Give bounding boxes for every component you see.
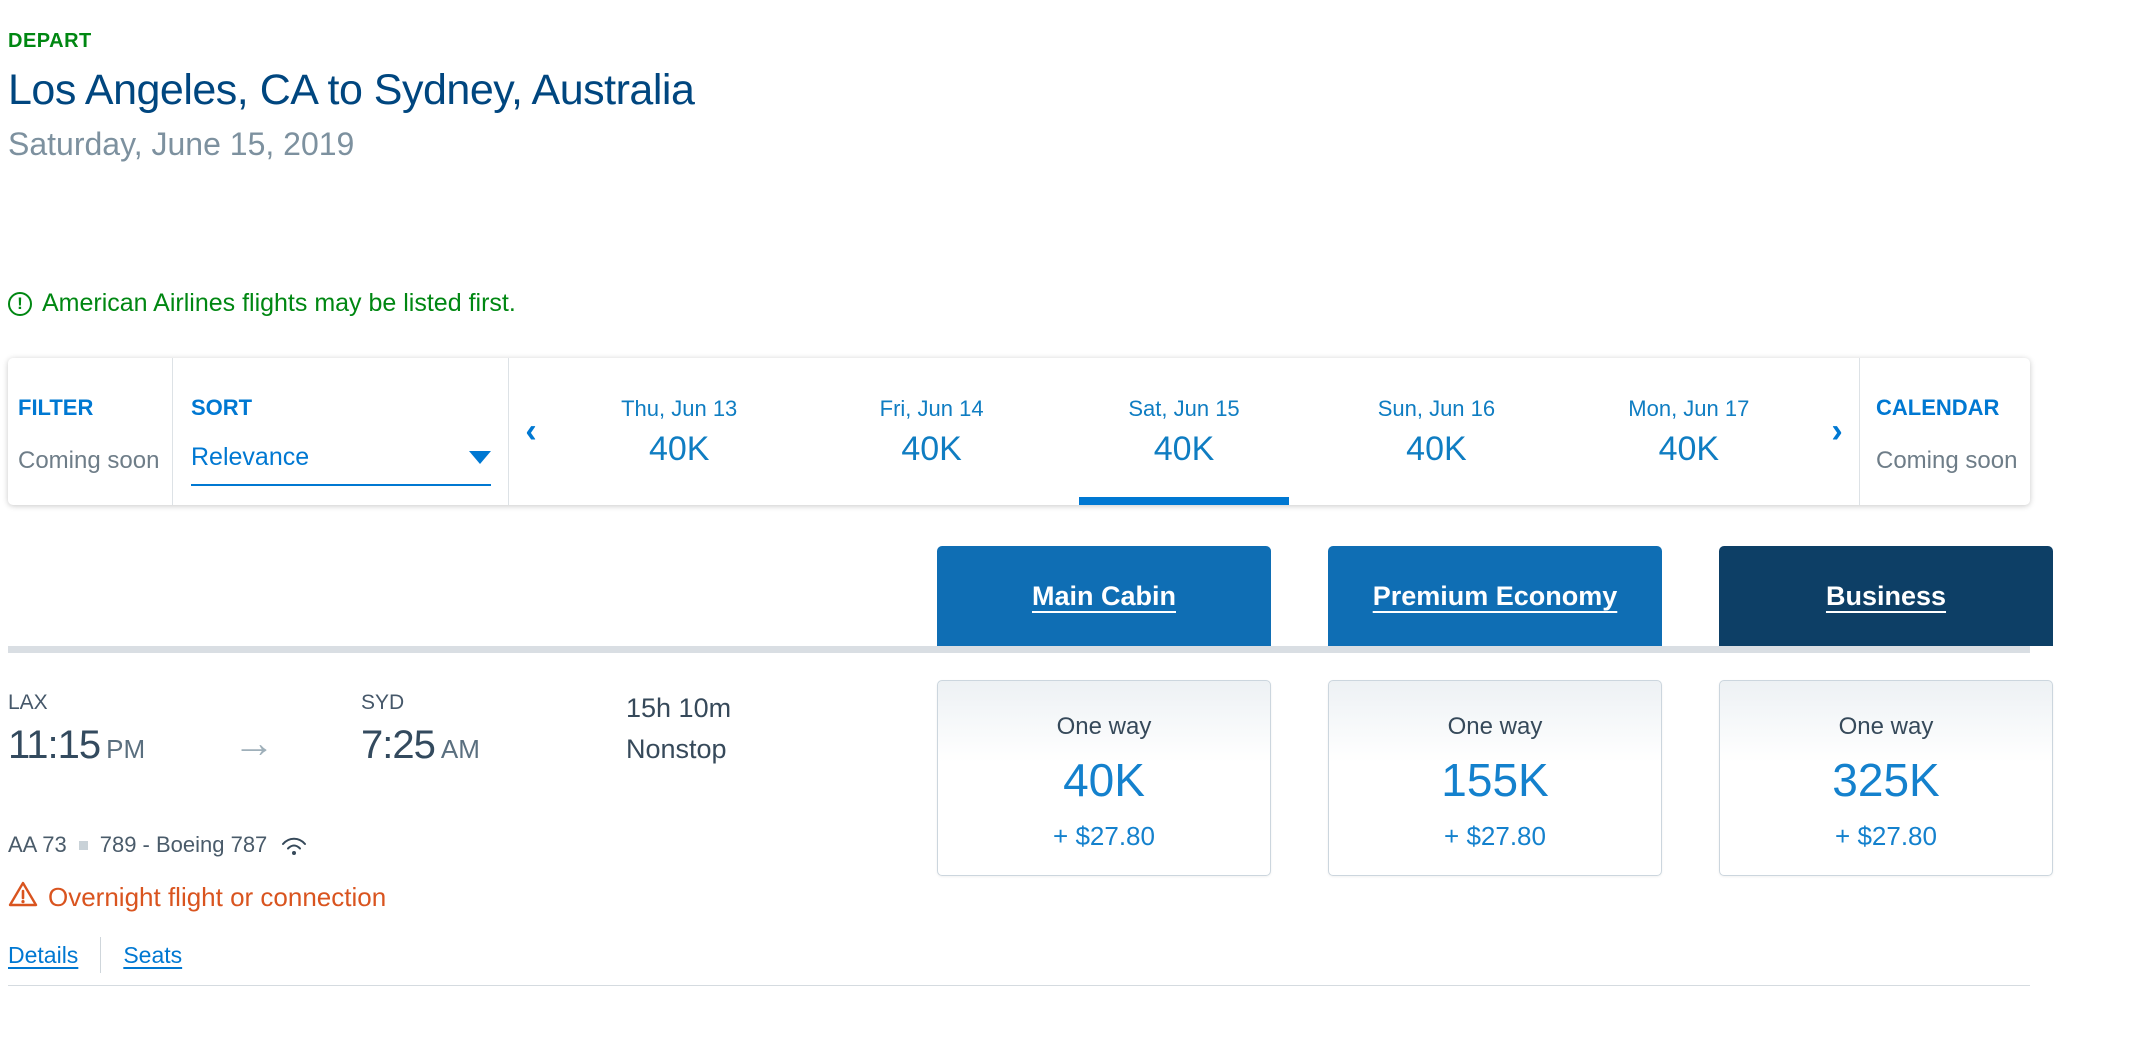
- main-cabin-fare-cell: One way 40K + $27.80: [937, 653, 1271, 973]
- calendar-section: CALENDAR Coming soon: [1860, 358, 2030, 505]
- chevron-left-icon: ‹: [525, 412, 537, 450]
- equipment-line: AA 73 789 - Boeing 787: [8, 832, 880, 858]
- destination-airport-code: SYD: [361, 691, 405, 714]
- toolbar-divider: [172, 358, 173, 505]
- separator-square-icon: [78, 840, 88, 850]
- flight-duration: 15h 10m: [626, 693, 732, 723]
- departure-meridiem: PM: [106, 734, 146, 764]
- selected-date-indicator: [1079, 497, 1290, 505]
- details-link[interactable]: Details: [8, 941, 79, 968]
- business-label: Business: [1825, 580, 1947, 611]
- toolbar-divider: [1859, 358, 1860, 505]
- cabin-header-row: Main Cabin Premium Economy Business: [8, 546, 2053, 653]
- fare-taxes: + $27.80: [1835, 821, 1937, 851]
- depart-section-label: DEPART: [8, 30, 92, 52]
- premium-economy-fare-cell: One way 155K + $27.80: [1328, 653, 1662, 973]
- calendar-label: CALENDAR: [1876, 395, 2000, 420]
- business-column-button[interactable]: Business: [1719, 546, 2053, 646]
- arrival-meridiem: AM: [440, 734, 480, 764]
- chevron-down-icon: [469, 451, 491, 464]
- main-cabin-label: Main Cabin: [1031, 580, 1176, 611]
- date-tab-price: 40K: [901, 430, 962, 468]
- date-tab-price: 40K: [648, 430, 710, 468]
- main-cabin-fare-card[interactable]: One way 40K + $27.80: [937, 680, 1271, 876]
- cabin-row-underline: [8, 646, 2030, 653]
- next-dates-button[interactable]: ›: [1815, 358, 1859, 505]
- sort-section: SORT Relevance: [173, 358, 508, 505]
- fare-miles: 325K: [1832, 754, 1940, 806]
- main-cabin-column-button[interactable]: Main Cabin: [937, 546, 1271, 646]
- date-tab-jun-16[interactable]: Sun, Jun 16 40K: [1310, 358, 1562, 505]
- business-fare-card[interactable]: One way 325K + $27.80: [1719, 680, 2053, 876]
- seats-link[interactable]: Seats: [123, 941, 183, 968]
- premium-economy-fare-card[interactable]: One way 155K + $27.80: [1328, 680, 1662, 876]
- route-title: Los Angeles, CA to Sydney, Australia: [8, 66, 695, 114]
- page: DEPART Los Angeles, CA to Sydney, Austra…: [8, 30, 2053, 986]
- filter-status: Coming soon: [18, 447, 160, 474]
- date-tab-price: 40K: [1153, 430, 1215, 468]
- sort-label: SORT: [191, 395, 253, 420]
- airline-notice: ! American Airlines flights may be liste…: [8, 289, 2030, 318]
- wifi-icon: [279, 833, 309, 857]
- aircraft-type: 789 - Boeing 787: [99, 832, 268, 857]
- filter-label: FILTER: [18, 395, 94, 420]
- fare-taxes: + $27.80: [1053, 821, 1155, 851]
- date-tab-label: Sun, Jun 16: [1377, 396, 1496, 421]
- premium-economy-column-button[interactable]: Premium Economy: [1328, 546, 1662, 646]
- overnight-warning-text: Overnight flight or connection: [48, 882, 387, 912]
- flight-summary: LAX 11:15 PM → SYD 7:25 AM 15h 10m: [8, 653, 880, 973]
- date-tab-label: Mon, Jun 17: [1628, 396, 1750, 421]
- flight-result-row: LAX 11:15 PM → SYD 7:25 AM 15h 10m: [8, 653, 2053, 986]
- overnight-warning: Overnight flight or connection: [8, 880, 880, 915]
- airline-notice-text: American Airlines flights may be listed …: [42, 289, 516, 317]
- origin-segment: LAX 11:15 PM: [8, 691, 233, 768]
- previous-dates-button[interactable]: ‹: [509, 358, 553, 505]
- chevron-right-icon: ›: [1831, 412, 1843, 450]
- fare-trip-type: One way: [1447, 713, 1543, 740]
- date-tab-price: 40K: [1406, 430, 1467, 468]
- fare-miles: 40K: [1063, 754, 1145, 806]
- premium-economy-label: Premium Economy: [1372, 580, 1618, 611]
- duration-block: 15h 10m Nonstop: [626, 691, 731, 765]
- date-tab-jun-14[interactable]: Fri, Jun 14 40K: [805, 358, 1057, 505]
- date-tab-label: Fri, Jun 14: [879, 396, 984, 421]
- warning-triangle-icon: [8, 880, 38, 915]
- departure-time-value: 11:15: [8, 723, 101, 767]
- results-toolbar: FILTER Coming soon SORT Relevance ‹ Thu,…: [8, 358, 2030, 505]
- fare-miles: 155K: [1441, 754, 1549, 806]
- fare-trip-type: One way: [1056, 713, 1152, 740]
- info-icon: !: [8, 291, 32, 316]
- fare-taxes: + $27.80: [1444, 821, 1546, 851]
- arrival-time: 7:25 AM: [361, 723, 626, 768]
- date-tab-jun-17[interactable]: Mon, Jun 17 40K: [1563, 358, 1815, 505]
- date-tab-price: 40K: [1658, 430, 1720, 468]
- calendar-status: Coming soon: [1876, 447, 2018, 474]
- arrival-time-value: 7:25: [361, 723, 436, 767]
- date-tab-jun-13[interactable]: Thu, Jun 13 40K: [553, 358, 805, 505]
- cabin-header-spacer: [8, 546, 880, 646]
- sort-dropdown[interactable]: Relevance: [191, 443, 491, 486]
- flight-number: AA 73: [8, 832, 67, 857]
- origin-airport-code: LAX: [8, 691, 48, 714]
- sort-selected-value: Relevance: [191, 443, 310, 471]
- route-date: Saturday, June 15, 2019: [8, 126, 355, 162]
- filter-section: FILTER Coming soon: [8, 358, 172, 505]
- flight-stops: Nonstop: [626, 734, 727, 764]
- toolbar-divider: [508, 358, 509, 505]
- arrow-right-icon: →: [233, 719, 275, 766]
- destination-segment: SYD 7:25 AM: [361, 691, 626, 768]
- flight-links: Details Seats: [8, 937, 880, 973]
- link-divider: [100, 937, 102, 973]
- departure-time: 11:15 PM: [8, 723, 233, 768]
- business-fare-cell: One way 325K + $27.80: [1719, 653, 2053, 973]
- date-carousel: ‹ Thu, Jun 13 40K Fri, Jun 14 40K Sat, J…: [509, 358, 1859, 505]
- date-tab-label: Sat, Jun 15: [1128, 396, 1240, 421]
- date-tab-label: Thu, Jun 13: [621, 396, 738, 421]
- fare-trip-type: One way: [1838, 713, 1934, 740]
- date-tab-jun-15-selected[interactable]: Sat, Jun 15 40K: [1058, 358, 1310, 505]
